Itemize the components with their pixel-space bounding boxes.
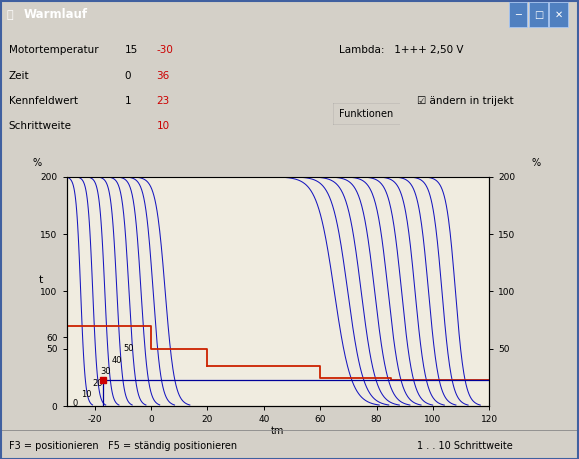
FancyBboxPatch shape bbox=[332, 102, 401, 125]
Text: 10: 10 bbox=[81, 390, 91, 399]
FancyBboxPatch shape bbox=[509, 2, 527, 28]
Text: 0: 0 bbox=[124, 71, 131, 81]
Text: Funktionen: Funktionen bbox=[339, 109, 393, 119]
Text: Warmlauf: Warmlauf bbox=[23, 8, 87, 22]
Text: 0: 0 bbox=[72, 399, 78, 409]
Text: 50: 50 bbox=[123, 344, 134, 353]
Text: Zeit: Zeit bbox=[9, 71, 30, 81]
FancyBboxPatch shape bbox=[549, 2, 568, 28]
Text: 40: 40 bbox=[112, 356, 123, 365]
Text: 15: 15 bbox=[124, 45, 138, 56]
Text: %: % bbox=[532, 157, 541, 168]
X-axis label: tm: tm bbox=[271, 425, 285, 436]
Text: 🔧: 🔧 bbox=[7, 10, 13, 20]
Text: Kennfeldwert: Kennfeldwert bbox=[9, 96, 78, 106]
FancyBboxPatch shape bbox=[529, 2, 548, 28]
Text: Lambda:   1+++ 2,50 V: Lambda: 1+++ 2,50 V bbox=[339, 45, 463, 56]
Text: F3 = positionieren   F5 = ständig positionieren: F3 = positionieren F5 = ständig position… bbox=[9, 441, 237, 451]
Text: -30: -30 bbox=[156, 45, 173, 56]
Text: 20: 20 bbox=[92, 379, 103, 388]
Text: t: t bbox=[39, 275, 43, 285]
Text: 1: 1 bbox=[124, 96, 131, 106]
Text: □: □ bbox=[534, 10, 543, 20]
Text: Motortemperatur: Motortemperatur bbox=[9, 45, 98, 56]
Text: ─: ─ bbox=[515, 10, 521, 20]
Text: 36: 36 bbox=[156, 71, 170, 81]
Text: %: % bbox=[33, 157, 42, 168]
Text: ☑ ändern in trijekt: ☑ ändern in trijekt bbox=[417, 96, 514, 106]
Text: 1 . . 10 Schrittweite: 1 . . 10 Schrittweite bbox=[417, 441, 512, 451]
Text: 30: 30 bbox=[101, 367, 111, 376]
Text: 23: 23 bbox=[156, 96, 170, 106]
Text: 10: 10 bbox=[156, 121, 170, 131]
Text: Schrittweite: Schrittweite bbox=[9, 121, 72, 131]
Text: ✕: ✕ bbox=[555, 10, 563, 20]
